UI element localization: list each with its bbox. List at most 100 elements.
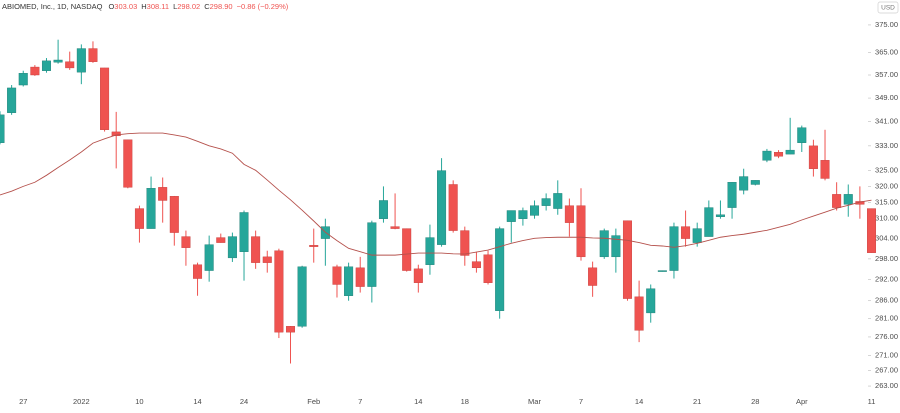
candle-body (460, 230, 470, 256)
candle-body (715, 214, 725, 217)
candle-body (530, 205, 540, 216)
ohlc-letter: C (204, 2, 210, 11)
candle-body (30, 66, 40, 76)
candle-body (309, 245, 319, 247)
y-tick-label: 263.00 (875, 381, 898, 390)
x-tick-label: 28 (751, 397, 759, 406)
candle-body (344, 266, 354, 296)
candle-body (76, 48, 86, 73)
x-tick-label: 24 (240, 397, 248, 406)
y-tick-label: 267.00 (875, 366, 898, 375)
candle-body (646, 288, 656, 314)
y-tick-label: 349.00 (875, 93, 898, 102)
candle-body (413, 268, 423, 283)
x-tick-label: 11 (868, 397, 876, 406)
candle-body (378, 200, 388, 219)
candle-body (495, 228, 505, 311)
candle-body (553, 193, 563, 209)
ohlc-letter: O (108, 2, 114, 11)
candle-body (169, 196, 179, 233)
candle-body (437, 170, 447, 245)
currency-label: USD (881, 5, 895, 12)
candle-body (65, 61, 75, 69)
candle-body (297, 266, 307, 327)
candles (0, 39, 877, 364)
candle-body (88, 48, 98, 62)
y-tick-label: 281.00 (875, 314, 898, 323)
x-tick-label: 14 (193, 397, 201, 406)
candle-body (669, 226, 679, 271)
candle-body (808, 145, 818, 169)
x-tick-label: 7 (358, 397, 362, 406)
x-tick-label: 7 (579, 397, 583, 406)
y-tick-label: 298.00 (875, 254, 898, 263)
ohlc-value: 303.03 (114, 2, 137, 11)
candle-body (146, 188, 156, 229)
candle-body (832, 194, 842, 208)
candle-body (216, 237, 226, 243)
candle-body (355, 267, 365, 287)
symbol-title: ABIOMED, Inc., 1D, NASDAQ (2, 2, 103, 11)
header: ABIOMED, Inc., 1D, NASDAQ O303.03 H308.11 L… (2, 2, 289, 11)
x-tick-label: Mar (528, 397, 541, 406)
candle-body (576, 205, 586, 258)
x-tick-label: 2022 (73, 397, 90, 406)
ohlc-value: 298.02 (177, 2, 200, 11)
candle-body (471, 261, 481, 269)
y-tick-label: 325.00 (875, 166, 898, 175)
candle-body (111, 131, 121, 137)
candle-body (843, 194, 853, 205)
currency-box[interactable] (877, 1, 899, 14)
candle-body (286, 326, 296, 333)
candle-body (588, 267, 598, 286)
candle-body (506, 210, 516, 222)
candle-body (274, 250, 284, 333)
candle-body (762, 150, 772, 161)
y-tick-label: 292.00 (875, 275, 898, 284)
candle-body (227, 236, 237, 259)
y-tick-label: 333.00 (875, 141, 898, 150)
candle-body (541, 198, 551, 206)
y-tick-label: 286.00 (875, 296, 898, 305)
candle-body (739, 176, 749, 191)
candle-body (390, 226, 400, 229)
candle-body (123, 139, 133, 188)
y-tick-label: 320.00 (875, 181, 898, 190)
candle-body (18, 73, 28, 86)
x-tick-label: 21 (693, 397, 701, 406)
candle-body (774, 152, 784, 157)
candle-body (867, 208, 877, 253)
candle-body (239, 212, 249, 252)
y-tick-label: 271.00 (875, 351, 898, 360)
candle-body (332, 266, 342, 285)
candle-body (820, 160, 830, 179)
x-tick-label: 18 (461, 397, 469, 406)
candle-body (785, 149, 795, 155)
ohlc-letter: L (173, 2, 177, 11)
candle-body (251, 236, 261, 263)
candle-body (634, 296, 644, 331)
x-tick-label: 14 (635, 397, 643, 406)
candle-body (100, 67, 110, 130)
ohlc-value: 308.11 (147, 2, 169, 11)
y-tick-label: 304.00 (875, 234, 898, 243)
candle-body (204, 244, 214, 271)
y-tick-label: 375.00 (875, 20, 898, 29)
candle-body (0, 114, 5, 143)
candle-body (193, 264, 203, 279)
candle-body (622, 220, 632, 299)
candle-body (797, 127, 807, 143)
candle-body (518, 210, 528, 219)
change: −0.86 (−0.29%) (237, 2, 289, 11)
candle-body (611, 235, 621, 258)
moving-average-line (0, 132, 872, 256)
candle-body (750, 180, 760, 185)
candle-body (158, 187, 168, 201)
x-tick-label: Apr (796, 397, 808, 406)
candle-body (7, 87, 17, 113)
candle-body (181, 236, 191, 248)
candle-body (599, 230, 609, 258)
candle-body (727, 182, 737, 208)
candle-body (448, 184, 458, 231)
